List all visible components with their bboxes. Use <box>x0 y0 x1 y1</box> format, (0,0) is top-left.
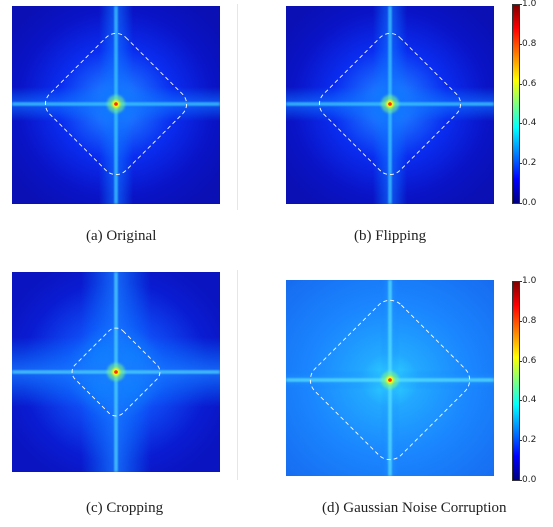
colorbar-bottom-gradient <box>512 281 520 481</box>
colorbar-tickmark <box>519 440 522 442</box>
heatmap-cropping-svg <box>12 272 220 472</box>
colorbar-tickmark <box>519 43 522 45</box>
colorbar-tick-label: 0.4 <box>522 395 537 406</box>
dashed-diamond-boundary <box>309 299 471 461</box>
caption-cropping: (c) Cropping <box>86 500 164 516</box>
colorbar-tick-label: 0.4 <box>522 118 537 129</box>
heatmap-original <box>12 6 220 204</box>
heatmap-cropping <box>12 272 220 472</box>
colorbar-tickmark <box>519 4 522 5</box>
colorbar-tickmark <box>519 360 522 362</box>
colorbar-top-gradient <box>512 4 520 204</box>
colorbar-tick-label: 0.0 <box>522 198 537 208</box>
colorbar-tick-label: 0.6 <box>522 355 537 366</box>
caption-flipping: (b) Flipping <box>354 228 427 244</box>
colorbar-tickmark <box>519 281 522 282</box>
colorbar-tickmark <box>519 203 522 204</box>
heatmap-center-peak <box>114 102 118 106</box>
colorbar-tickmark <box>519 320 522 322</box>
heatmap-center-peak <box>388 102 392 106</box>
column-divider-top <box>237 4 238 210</box>
heatmap-original-svg <box>12 6 220 204</box>
dashed-diamond-boundary <box>44 32 188 176</box>
colorbar-tickmark <box>519 163 522 165</box>
heatmap-center-peak <box>388 378 392 382</box>
colorbar-tick-label: 0.2 <box>522 158 537 169</box>
colorbar-tickmark <box>519 480 522 481</box>
heatmap-gaussian-noise-svg <box>286 280 494 476</box>
colorbar-tick-label: 0.8 <box>522 315 537 326</box>
caption-gaussian-noise: (d) Gaussian Noise Corruption <box>322 500 507 516</box>
heatmap-center-peak <box>114 370 118 374</box>
colorbar-tickmark <box>519 83 522 85</box>
colorbar-tickmark <box>519 123 522 125</box>
colorbar-tick-label: 1.0 <box>522 0 537 9</box>
heatmap-flipping <box>286 6 494 204</box>
colorbar-tick-label: 0.6 <box>522 78 537 89</box>
dashed-diamond-boundary <box>71 327 161 417</box>
dashed-diamond-boundary <box>318 32 462 176</box>
colorbar-tick-label: 0.2 <box>522 435 537 446</box>
colorbar-tick-label: 1.0 <box>522 276 537 286</box>
colorbar-tickmark <box>519 400 522 402</box>
heatmap-gaussian-noise <box>286 280 494 476</box>
colorbar-tick-label: 0.0 <box>522 475 537 485</box>
column-divider-bottom <box>237 270 238 480</box>
caption-original: (a) Original <box>86 228 157 244</box>
heatmap-flipping-svg <box>286 6 494 204</box>
colorbar-tick-label: 0.8 <box>522 38 537 49</box>
